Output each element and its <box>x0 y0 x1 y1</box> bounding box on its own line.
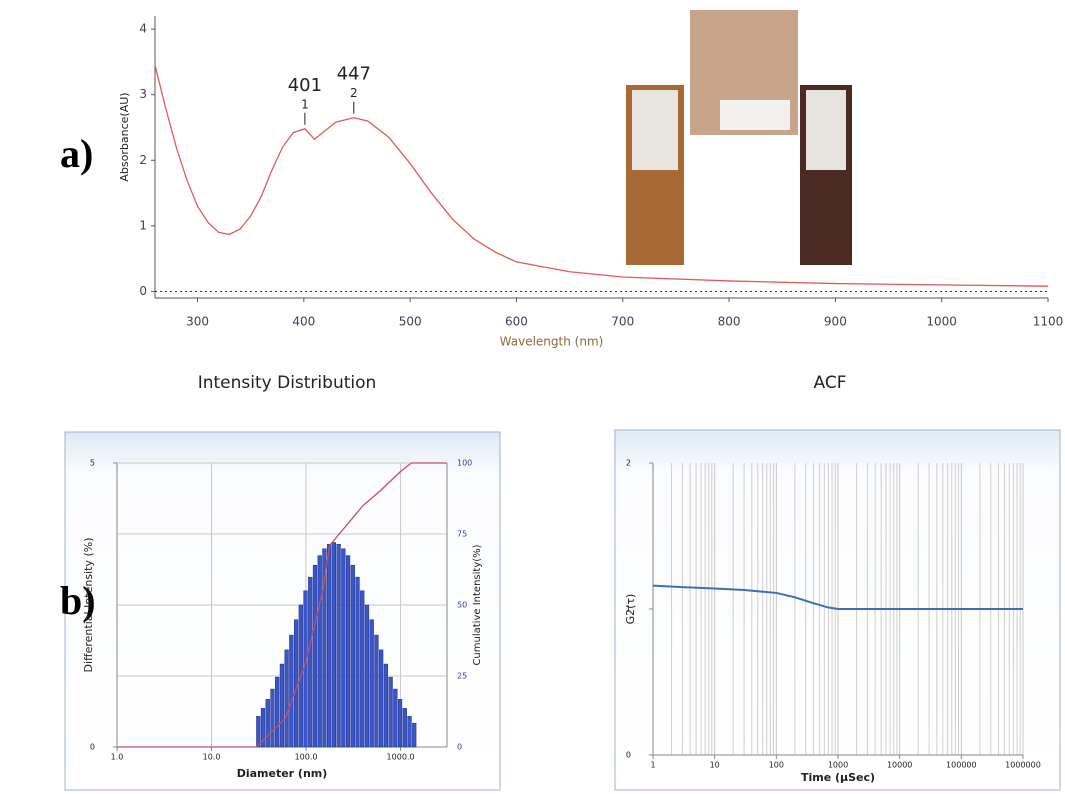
bar <box>265 699 270 748</box>
photo-tube-top <box>632 90 678 170</box>
x-tick-label: 1000 <box>828 761 848 770</box>
annotation-text: 447 <box>337 64 371 85</box>
bar <box>256 716 261 748</box>
annotation-index: 2 <box>350 86 358 100</box>
bar <box>360 590 365 748</box>
x-tick-label: 700 <box>611 315 634 329</box>
x-tick-label: 10 <box>710 761 720 770</box>
y2-tick-label: 50 <box>457 601 467 610</box>
y-axis-label: Differential Intensity (%) <box>82 538 95 673</box>
line <box>117 462 447 748</box>
y-tick-label: 0 <box>626 751 631 760</box>
photo-tube-top <box>806 90 846 170</box>
x-tick-label: 100000 <box>946 761 977 770</box>
bar <box>275 676 280 748</box>
x-tick-label: 800 <box>718 315 741 329</box>
x-axis-label: Wavelength (nm) <box>500 335 604 349</box>
bar <box>412 722 417 748</box>
y-tick-label: 0 <box>139 284 147 298</box>
chart-title: Intensity Distribution <box>198 373 377 393</box>
bar <box>308 576 313 748</box>
bar <box>374 634 379 748</box>
bar <box>402 708 407 748</box>
bar <box>284 649 289 748</box>
y-axis-label: G2(τ) <box>624 594 637 625</box>
y2-tick-label: 0 <box>457 743 462 752</box>
y2-tick-label: 75 <box>457 530 467 539</box>
annotation-index: 1 <box>301 97 309 111</box>
bar <box>303 590 308 748</box>
bar <box>364 604 370 748</box>
bar <box>260 708 266 748</box>
x-tick-label: 400 <box>292 315 315 329</box>
chart-title: ACF <box>814 373 847 393</box>
bar <box>279 663 285 748</box>
bar <box>383 663 388 748</box>
bar <box>388 676 393 748</box>
x-tick-label: 10000 <box>887 761 912 770</box>
x-tick-label: 1000 <box>926 315 957 329</box>
bar <box>317 555 322 748</box>
y-axis-label: Absorbance(AU) <box>118 92 131 181</box>
y2-tick-label: 100 <box>457 459 472 468</box>
x-tick-label: 900 <box>824 315 847 329</box>
y-tick-label: 2 <box>626 459 631 468</box>
x-tick-label: 1.0 <box>111 753 124 762</box>
bar <box>345 555 351 748</box>
bar <box>322 548 327 748</box>
bar <box>336 543 341 748</box>
bar <box>407 716 412 748</box>
y2-tick-label: 25 <box>457 672 467 681</box>
y2-axis-label: Cumulative Intensity(%) <box>472 544 483 665</box>
bar <box>369 619 374 748</box>
panel-label: a) <box>60 131 93 176</box>
bar <box>397 699 403 748</box>
bar <box>270 688 275 748</box>
y-tick-label: 5 <box>90 459 95 468</box>
x-tick-label: 1100 <box>1033 315 1064 329</box>
panel-label: b) <box>60 578 96 623</box>
x-tick-label: 1000.0 <box>387 753 415 762</box>
x-tick-label: 100.0 <box>295 753 318 762</box>
photos <box>626 10 852 265</box>
line <box>652 584 1023 610</box>
y-tick-label: 2 <box>139 153 147 167</box>
bar <box>327 543 332 748</box>
x-tick-label: 600 <box>505 315 528 329</box>
bar <box>393 688 398 748</box>
x-tick-label: 100 <box>769 761 784 770</box>
bar <box>312 564 318 748</box>
y-tick-label: 0 <box>90 743 95 752</box>
x-tick-label: 1000000 <box>1005 761 1041 770</box>
annotation-text: 401 <box>288 75 322 96</box>
y-tick-label: 3 <box>139 87 147 101</box>
bar <box>293 619 299 748</box>
x-tick-label: 1 <box>650 761 655 770</box>
bar <box>350 564 355 748</box>
x-tick-label: 500 <box>399 315 422 329</box>
x-axis-label: Time (µSec) <box>801 771 875 784</box>
y-tick-label: 1 <box>626 605 631 614</box>
bar <box>341 548 346 748</box>
x-tick-label: 10.0 <box>203 753 221 762</box>
bar <box>289 634 294 748</box>
photo-label <box>720 100 790 130</box>
line <box>154 65 1049 287</box>
x-tick-label: 300 <box>186 315 209 329</box>
bar <box>379 649 384 748</box>
x-axis-label: Diameter (nm) <box>237 767 328 780</box>
y-tick-label: 1 <box>139 218 147 232</box>
y-tick-label: 4 <box>139 22 147 36</box>
bar <box>355 576 360 748</box>
bar <box>331 542 336 748</box>
